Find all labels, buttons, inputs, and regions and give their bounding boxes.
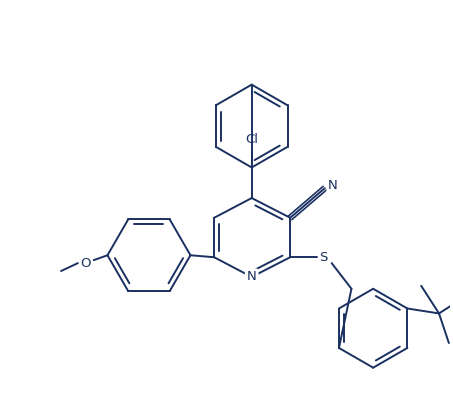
Text: N: N xyxy=(247,270,256,283)
Text: Cl: Cl xyxy=(245,133,258,146)
Text: O: O xyxy=(81,257,91,270)
Text: N: N xyxy=(328,179,337,192)
Text: S: S xyxy=(320,251,328,264)
